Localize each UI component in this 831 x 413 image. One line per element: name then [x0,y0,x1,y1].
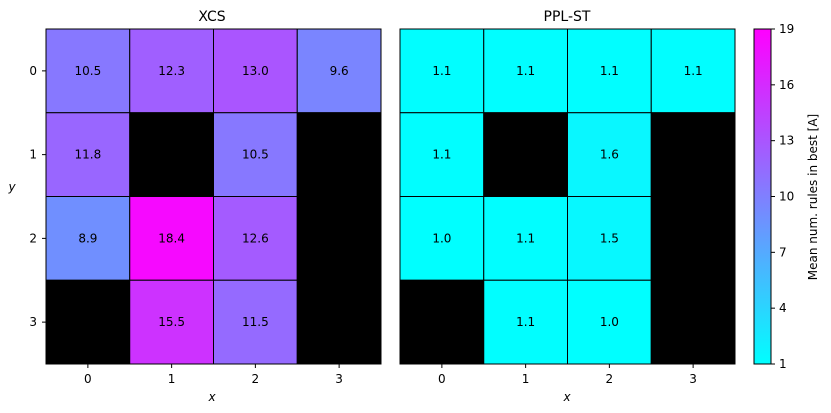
heatmap-cell [483,112,568,197]
heatmap-cell [129,112,214,197]
colorbar-tick-label: 10 [779,190,794,204]
ppl-st-x-axis-label: x [562,390,571,404]
heatmap-cell [567,196,652,281]
cell-value-label: 10.5 [75,64,102,78]
heatmap-cell [129,279,214,365]
heatmap-cell [483,279,568,365]
x-tick-label: 2 [606,372,614,386]
ppl-st-cell-labels: 1.1 1.1 1.1 1.1 1.1 1.6 1.0 1.1 1.5 1.1 1.0 [432,64,702,329]
heatmap-cell [567,279,652,365]
heatmap-cell [483,196,568,281]
colorbar-tick-label: 7 [779,245,787,259]
y-tick-label: 1 [29,148,37,162]
cell-value-label: 12.6 [242,231,269,245]
heatmap-cell [296,112,382,197]
colorbar [753,28,772,365]
cell-value-label: 1.1 [684,64,703,78]
colorbar-ticks: 1 4 7 10 13 16 19 [771,22,794,371]
x-tick-label: 3 [335,372,343,386]
x-tick-label: 1 [168,372,176,386]
heatmap-cell [567,28,652,114]
x-tick-label: 1 [522,372,530,386]
cell-value-label: 11.5 [242,315,269,329]
cell-value-label: 8.9 [78,231,97,245]
ppl-st-title: PPL-ST [544,9,591,25]
cell-value-label: 1.0 [600,315,619,329]
colorbar-tick-label: 1 [779,357,787,371]
cell-value-label: 10.5 [242,148,269,162]
y-tick-label: 2 [29,231,37,245]
cell-value-label: 1.1 [516,315,535,329]
ppl-st-x-ticks: 0 1 2 3 [438,364,697,386]
cell-value-label: 1.0 [432,231,451,245]
heatmap-cell [650,112,736,197]
cell-value-label: 1.1 [432,64,451,78]
x-tick-label: 0 [438,372,446,386]
cell-value-label: 1.1 [432,148,451,162]
heatmap-cell [399,279,485,365]
heatmap-cell [45,28,131,114]
xcs-x-axis-label: x [207,390,216,404]
x-tick-label: 3 [689,372,697,386]
cell-value-label: 11.8 [75,148,102,162]
colorbar-tick-label: 4 [779,301,787,315]
y-tick-label: 3 [29,315,37,329]
heatmap-cell [45,112,131,197]
colorbar-tick-label: 19 [779,22,794,36]
colorbar-tick-label: 13 [779,134,794,148]
xcs-heatmap-cells [45,28,382,365]
heatmap-cell [650,28,736,114]
cell-value-label: 15.5 [158,315,185,329]
cell-value-label: 9.6 [330,64,349,78]
colorbar-tick-label: 16 [779,78,794,92]
cell-value-label: 1.1 [600,64,619,78]
cell-value-label: 1.1 [516,64,535,78]
heatmap-cell [296,279,382,365]
heatmap-cell [296,28,382,114]
heatmap-cell [399,28,485,114]
heatmap-cell [45,279,131,365]
cell-value-label: 12.3 [158,64,185,78]
colorbar-label: Mean num. rules in best [A] [806,114,820,280]
cell-value-label: 1.5 [600,231,619,245]
heatmap-cell [483,28,568,114]
heatmap-cell [213,28,298,114]
heatmap-cell [650,196,736,281]
cell-value-label: 1.6 [600,148,619,162]
heatmap-cell [567,112,652,197]
y-tick-label: 0 [29,64,37,78]
x-tick-label: 0 [84,372,92,386]
xcs-cell-labels: 10.5 12.3 13.0 9.6 11.8 10.5 8.9 18.4 12.6 15.5 11… [75,64,349,329]
ppl-st-heatmap-cells [399,28,736,365]
cell-value-label: 1.1 [516,231,535,245]
xcs-y-ticks: 0 1 2 3 [29,64,46,329]
xcs-x-ticks: 0 1 2 3 [84,364,343,386]
heatmap-cell [129,196,214,281]
xcs-y-axis-label: y [7,180,16,194]
heatmap-cell [296,196,382,281]
heatmap-cell [650,279,736,365]
xcs-title: XCS [198,9,225,25]
heatmap-cell [129,28,214,114]
heatmap-cell [213,112,298,197]
cell-value-label: 13.0 [242,64,269,78]
cell-value-label: 18.4 [158,231,185,245]
x-tick-label: 2 [252,372,260,386]
heatmap-cell [399,196,485,281]
